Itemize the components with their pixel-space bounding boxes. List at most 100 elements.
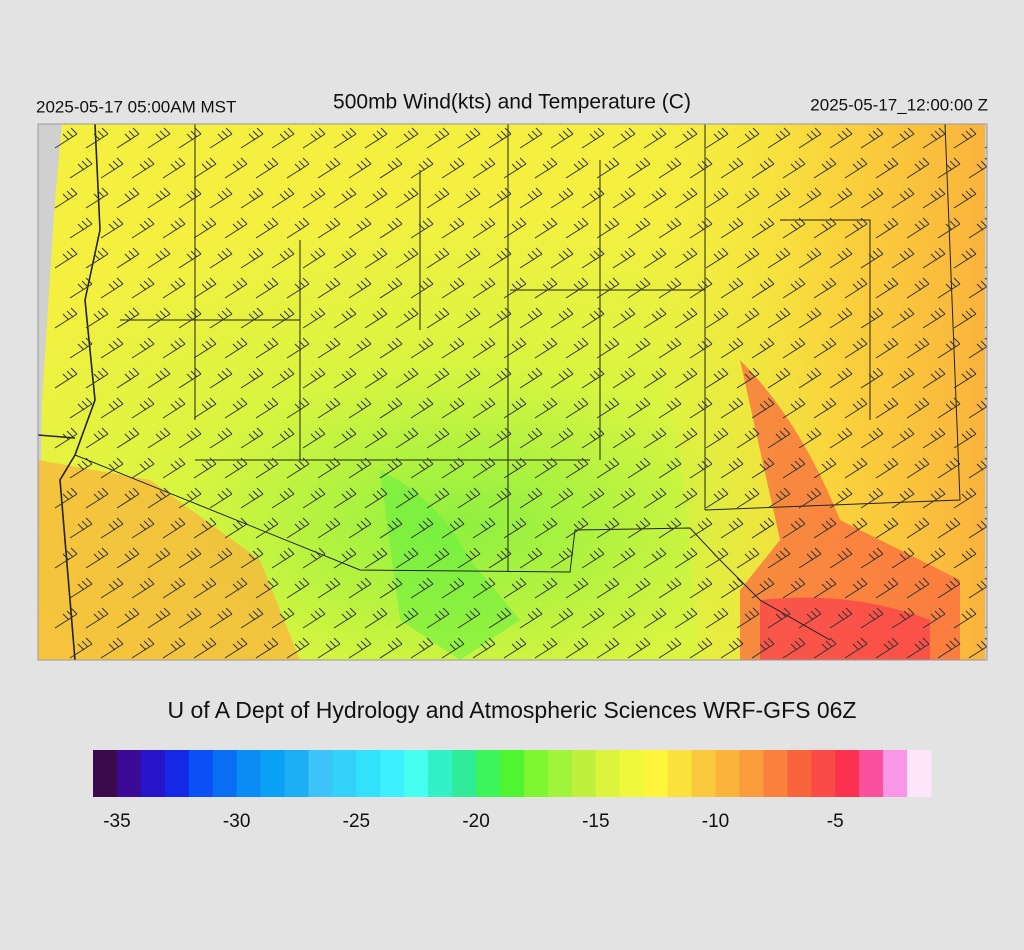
colorbar-box xyxy=(404,750,429,797)
wind-barb xyxy=(844,577,868,599)
wind-barb xyxy=(410,517,434,539)
wind-barb xyxy=(860,547,884,569)
wind-barb xyxy=(426,607,450,629)
wind-barb xyxy=(953,547,977,569)
wind-barb xyxy=(519,427,543,449)
wind-barb xyxy=(953,127,977,149)
wind-barb xyxy=(255,157,279,179)
wind-barb xyxy=(426,367,450,389)
wind-barb xyxy=(224,577,248,599)
wind-barb xyxy=(503,397,527,419)
wind-barb xyxy=(720,157,744,179)
colorbar-tick-label: -10 xyxy=(702,811,729,832)
wind-barb xyxy=(798,247,822,269)
wind-barb xyxy=(395,607,419,629)
wind-barb xyxy=(147,607,171,629)
wind-barb xyxy=(286,397,310,419)
wind-barb xyxy=(844,457,868,479)
wind-barb xyxy=(271,487,295,509)
wind-barb xyxy=(441,517,465,539)
wind-barb xyxy=(767,427,791,449)
wind-barb xyxy=(519,247,543,269)
wind-barb xyxy=(798,427,822,449)
wind-barb xyxy=(162,457,186,479)
wind-barb xyxy=(209,247,233,269)
wind-barb xyxy=(240,187,264,209)
wind-barb xyxy=(782,217,806,239)
wind-barb xyxy=(705,607,729,629)
wind-barb xyxy=(379,637,403,659)
wind-barb xyxy=(844,397,868,419)
wind-barb xyxy=(193,457,217,479)
wind-barb xyxy=(643,307,667,329)
wind-barb xyxy=(922,307,946,329)
wind-barb xyxy=(317,637,341,659)
wind-barb xyxy=(550,127,574,149)
colorbar-tick-label: -15 xyxy=(582,811,609,832)
wind-barb xyxy=(379,217,403,239)
wind-barb xyxy=(302,607,326,629)
wind-barb xyxy=(643,367,667,389)
wind-barb xyxy=(147,367,171,389)
wind-barb xyxy=(426,187,450,209)
wind-barb xyxy=(984,266,987,269)
wind-barb xyxy=(860,247,884,269)
valid-time-local: 2025-05-17 05:00AM MST xyxy=(36,97,236,116)
wind-barb xyxy=(116,187,140,209)
wind-barb xyxy=(891,427,915,449)
wind-barb xyxy=(937,577,961,599)
wind-barb xyxy=(333,247,357,269)
wind-barb xyxy=(627,397,651,419)
wind-barb xyxy=(875,577,899,599)
wind-barb xyxy=(472,397,496,419)
wind-barb xyxy=(348,337,372,359)
colorbar-box xyxy=(715,750,740,797)
wind-barb xyxy=(860,127,884,149)
wind-barb xyxy=(503,337,527,359)
wind-barb xyxy=(193,157,217,179)
wind-barb xyxy=(286,217,310,239)
wind-barb xyxy=(767,187,791,209)
wind-barb xyxy=(627,337,651,359)
hot-southeast xyxy=(740,360,960,660)
wind-barb xyxy=(457,427,481,449)
wind-barb xyxy=(85,247,109,269)
wind-barb xyxy=(581,127,605,149)
wind-barb xyxy=(968,457,987,479)
wind-barb xyxy=(736,487,760,509)
wind-barb xyxy=(426,487,450,509)
wind-barb xyxy=(658,577,682,599)
wind-barb xyxy=(565,277,589,299)
wind-barb xyxy=(69,277,93,299)
wind-barb xyxy=(364,607,388,629)
wind-barb xyxy=(519,367,543,389)
wind-barb xyxy=(224,637,248,659)
wind-barb xyxy=(519,127,543,149)
wind-barb xyxy=(612,127,636,149)
wind-barb xyxy=(968,397,987,419)
colorbar-box xyxy=(284,750,309,797)
wind-barb xyxy=(410,577,434,599)
wind-barb xyxy=(472,337,496,359)
wind-barb xyxy=(116,427,140,449)
colorbar-box xyxy=(883,750,908,797)
wind-barb xyxy=(240,607,264,629)
wind-barb xyxy=(643,187,667,209)
wind-barb xyxy=(271,247,295,269)
wind-barb xyxy=(100,337,124,359)
wind-barb xyxy=(1000,218,1022,238)
wind-barb xyxy=(131,457,155,479)
warm-region xyxy=(620,124,985,660)
wind-barb xyxy=(426,547,450,569)
cool-core xyxy=(380,470,520,660)
wind-barb xyxy=(922,187,946,209)
wind-barb xyxy=(674,427,698,449)
wind-barb xyxy=(209,307,233,329)
wind-barb xyxy=(364,247,388,269)
wind-barb xyxy=(131,577,155,599)
wind-barb xyxy=(69,637,93,659)
wind-barb xyxy=(658,457,682,479)
wind-barb xyxy=(503,517,527,539)
wind-barb xyxy=(627,517,651,539)
wind-barb xyxy=(550,187,574,209)
